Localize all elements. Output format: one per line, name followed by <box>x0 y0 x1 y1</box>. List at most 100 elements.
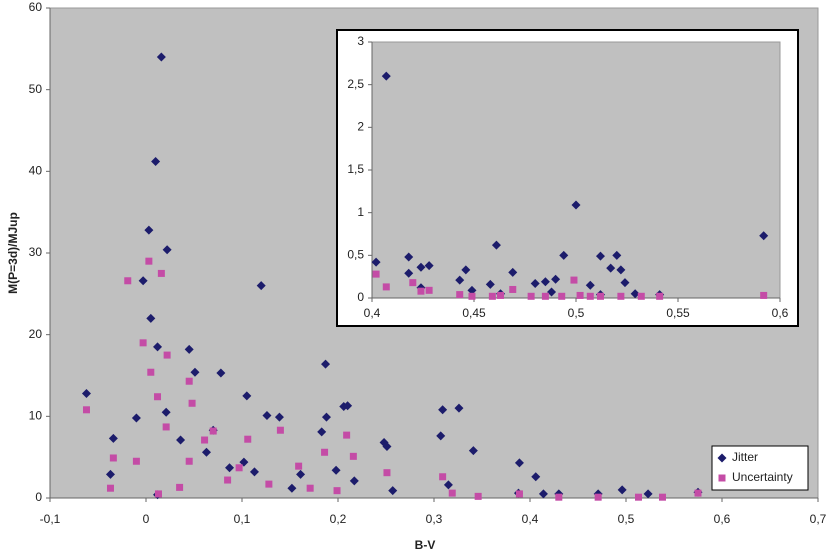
x-tick-label: 0,7 <box>810 512 827 526</box>
data-point <box>760 291 768 299</box>
x-tick-label: 0,55 <box>666 306 690 320</box>
plot-area <box>371 41 781 299</box>
data-point <box>184 344 194 354</box>
data-point <box>216 368 226 378</box>
data-point <box>439 473 447 481</box>
data-point <box>416 262 426 272</box>
data-point <box>162 245 172 255</box>
data-point <box>225 463 235 473</box>
data-point <box>541 292 549 300</box>
data-point <box>455 275 465 285</box>
x-axis-title: B-V <box>415 538 436 552</box>
y-tick-label: 1,5 <box>347 162 364 176</box>
data-point <box>276 426 284 434</box>
data-point <box>105 469 115 479</box>
data-point <box>637 292 645 300</box>
data-point <box>242 391 252 401</box>
data-point <box>382 283 390 291</box>
data-point <box>530 278 540 288</box>
data-point <box>456 291 464 299</box>
data-point <box>571 200 581 210</box>
y-tick-label: 60 <box>29 0 43 14</box>
data-point <box>759 231 769 241</box>
legend-marker <box>718 474 726 482</box>
legend-box <box>711 445 809 491</box>
data-point <box>643 489 653 499</box>
data-point <box>151 157 161 167</box>
data-point <box>595 251 605 261</box>
data-point <box>185 457 193 465</box>
data-point <box>540 277 550 287</box>
data-point <box>145 257 153 265</box>
data-point <box>585 280 595 290</box>
data-point <box>82 406 90 414</box>
data-point <box>404 268 414 278</box>
x-tick-label: 0,5 <box>568 306 585 320</box>
data-point <box>474 492 482 500</box>
y-tick-label: 10 <box>29 409 43 423</box>
data-point <box>409 279 417 287</box>
data-point <box>163 351 171 359</box>
data-point <box>201 447 211 457</box>
data-point <box>156 52 166 62</box>
x-tick-label: 0,3 <box>426 512 443 526</box>
data-point <box>161 407 171 417</box>
y-tick-label: 20 <box>29 327 43 341</box>
data-point <box>612 250 622 260</box>
data-point <box>185 377 193 385</box>
data-point <box>497 291 505 299</box>
data-point <box>224 476 232 484</box>
data-point <box>321 359 331 369</box>
data-point <box>485 279 495 289</box>
data-point <box>333 487 341 495</box>
x-tick-label: 0,6 <box>772 306 789 320</box>
data-point <box>146 313 156 323</box>
data-point <box>424 261 434 271</box>
data-point <box>509 285 517 293</box>
data-point <box>81 388 91 398</box>
data-point <box>620 278 630 288</box>
data-point <box>296 469 306 479</box>
data-point <box>443 480 453 490</box>
data-point <box>321 448 329 456</box>
data-point <box>551 274 561 284</box>
data-point <box>594 493 602 501</box>
data-point <box>176 483 184 491</box>
legend-label: Uncertainty <box>732 470 793 484</box>
data-point <box>153 342 163 352</box>
data-point <box>274 412 284 422</box>
x-tick-label: 0 <box>143 512 150 526</box>
data-point <box>371 257 381 267</box>
x-tick-label: 0,4 <box>364 306 381 320</box>
data-point <box>190 367 200 377</box>
data-point <box>176 435 186 445</box>
data-point <box>404 252 414 262</box>
y-tick-label: 50 <box>29 82 43 96</box>
legend-marker <box>717 453 727 463</box>
data-point <box>514 458 524 468</box>
data-point <box>349 452 357 460</box>
data-point <box>630 289 640 299</box>
data-point <box>634 493 642 501</box>
y-tick-label: 0,5 <box>347 248 364 262</box>
data-point <box>262 411 272 421</box>
x-tick-label: 0,4 <box>522 512 539 526</box>
data-point <box>349 476 359 486</box>
data-point <box>436 431 446 441</box>
data-point <box>343 431 351 439</box>
y-tick-label: 30 <box>29 245 43 259</box>
data-point <box>331 465 341 475</box>
data-point <box>467 285 477 295</box>
data-point <box>468 292 476 300</box>
data-point <box>317 427 327 437</box>
data-point <box>157 269 165 277</box>
data-point <box>527 292 535 300</box>
y-tick-label: 40 <box>29 164 43 178</box>
data-point <box>531 472 541 482</box>
x-tick-label: 0,6 <box>714 512 731 526</box>
legend-label: Jitter <box>732 450 758 464</box>
data-point <box>438 405 448 415</box>
data-point <box>139 339 147 347</box>
data-point <box>656 292 664 300</box>
